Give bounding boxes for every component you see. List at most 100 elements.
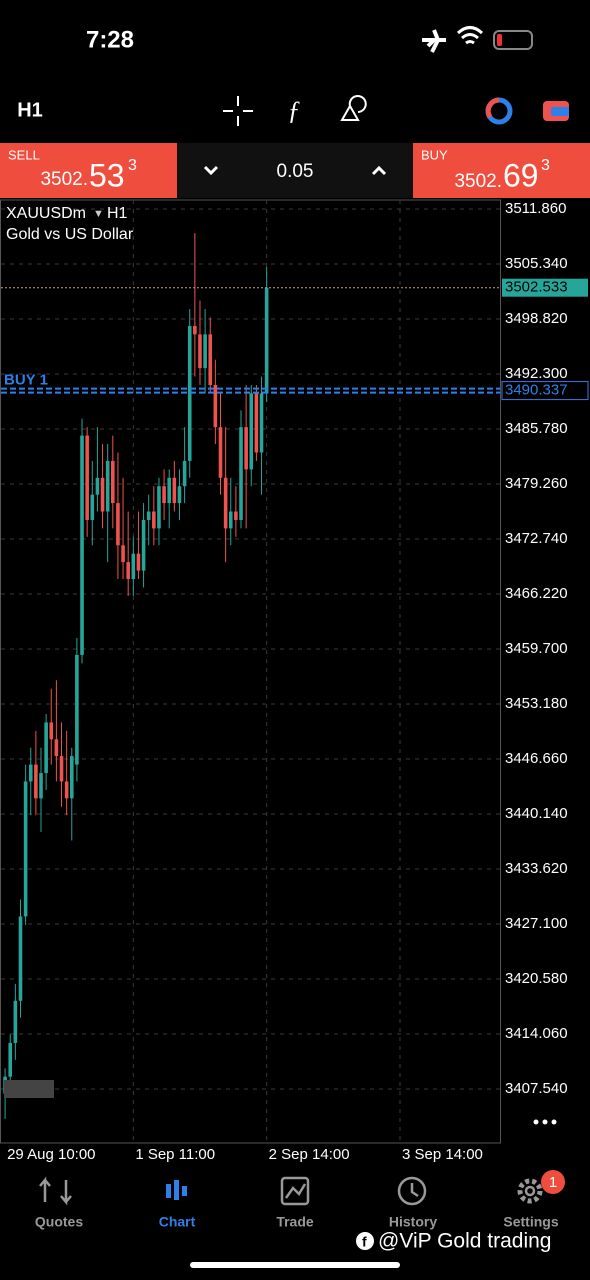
bottom-nav: Quotes Chart Trade History Settings (35, 1214, 559, 1230)
y-tick-label: 3420.580 (505, 970, 568, 987)
candle-body (34, 764, 38, 799)
x-tick-label: 3 Sep 14:00 (402, 1146, 483, 1163)
y-tick-label: 3498.820 (505, 310, 568, 327)
more-dot[interactable] (533, 1119, 539, 1125)
volume[interactable]: 0.05 (277, 161, 314, 182)
candle-body (85, 435, 89, 520)
trade-nav-icon[interactable] (280, 1176, 310, 1206)
candle-body (249, 393, 254, 470)
chart-frame (0, 199, 501, 1144)
sell-label: SELL (8, 147, 40, 162)
nav-label[interactable]: Settings (503, 1214, 558, 1230)
quotes-icon[interactable] (39, 1176, 72, 1206)
timeframe-button[interactable]: H1 (17, 99, 43, 121)
symbol-dropdown[interactable]: ▼ (93, 208, 104, 220)
candle-body (131, 553, 136, 580)
settings-icon[interactable] (517, 1178, 543, 1204)
candle-body (23, 781, 28, 917)
candle-body (259, 393, 264, 453)
scroll-marker (4, 1080, 54, 1098)
candle-body (136, 553, 141, 571)
status-time: 7:28 (86, 26, 134, 53)
y-tick-label: 3433.620 (505, 860, 568, 877)
x-tick-label: 2 Sep 14:00 (269, 1146, 350, 1163)
candle-body (187, 325, 192, 461)
candle-body (203, 334, 207, 369)
buy-price-sup: 3 (541, 157, 550, 174)
settings-badge-count: 1 (549, 1174, 557, 1191)
trade-icon-part (551, 107, 569, 116)
candle-body (13, 1000, 18, 1043)
candle-body (126, 562, 130, 580)
candle-body (105, 460, 110, 512)
indicators-icon[interactable]: ƒ (288, 96, 301, 125)
candle-body (100, 477, 105, 512)
chart-icon-bar (166, 1184, 171, 1198)
candle-body (116, 503, 120, 546)
candle-body (172, 477, 177, 504)
order-price-label: 3490.337 (505, 382, 568, 399)
candle-body (111, 460, 115, 504)
facebook-icon-f: f (362, 1234, 367, 1250)
candle-body (64, 781, 69, 799)
battery-icon (493, 30, 533, 50)
y-tick-label: 3492.300 (505, 365, 568, 382)
objects-icon[interactable] (340, 95, 367, 121)
candle-body (177, 486, 182, 504)
nav-label[interactable]: Quotes (35, 1214, 83, 1230)
x-tick-label: 29 Aug 10:00 (7, 1146, 95, 1163)
candle-body (95, 477, 100, 495)
y-tick-label: 3440.140 (505, 805, 568, 822)
current-price-label: 3502.533 (505, 279, 568, 296)
volume-up[interactable] (371, 165, 387, 176)
more-dot[interactable] (542, 1119, 548, 1125)
y-tick-label: 3446.660 (505, 750, 568, 767)
history-icon-hands (410, 1183, 419, 1198)
current-price-box (502, 278, 588, 297)
candle-body (80, 435, 84, 655)
nav-label[interactable]: Trade (276, 1214, 314, 1230)
buy-button[interactable] (413, 143, 590, 198)
account-icon-part (485, 97, 500, 119)
y-tick-label: 3472.740 (505, 530, 568, 547)
candle-body (193, 325, 197, 335)
buy-price-main: 3502. (454, 171, 502, 192)
chart-icon-bar (182, 1186, 187, 1196)
y-tick-label: 3453.180 (505, 695, 568, 712)
battery-level (497, 34, 502, 46)
candle-body (69, 756, 74, 799)
candle-body (223, 477, 228, 529)
candle-body (182, 460, 187, 487)
chart-icon[interactable] (166, 1180, 187, 1200)
candle-body (152, 511, 156, 529)
volume-down[interactable] (203, 165, 219, 176)
sell-price-big: 53 (89, 157, 125, 193)
candle-body (218, 427, 223, 478)
more-dot[interactable] (551, 1119, 557, 1125)
y-tick-label: 3427.100 (505, 915, 568, 932)
candle-body (54, 739, 59, 757)
y-tick-label: 3407.540 (505, 1080, 568, 1097)
candle-body (75, 654, 79, 765)
candle-body (198, 334, 202, 369)
candle-body (157, 486, 161, 529)
y-tick-label: 3479.260 (505, 475, 568, 492)
candle-body (28, 764, 33, 782)
history-icon[interactable] (397, 1176, 427, 1206)
sell-button[interactable] (0, 143, 177, 198)
candle-body (162, 486, 166, 504)
y-tick-label: 3459.700 (505, 640, 568, 657)
y-tick-label: 3505.340 (505, 255, 568, 272)
chart: 3511.860 3505.340 3498.820 3492.300 3485.780… (1, 200, 589, 1163)
nav-label[interactable]: Chart (159, 1214, 196, 1230)
candle-body (254, 393, 259, 453)
candle-body (18, 916, 23, 1001)
nav-label[interactable]: History (389, 1214, 437, 1230)
candle-body (244, 427, 248, 470)
settings-badge (541, 1170, 565, 1194)
crosshair-icon[interactable] (223, 96, 253, 126)
candle-body (8, 1042, 13, 1077)
candle-body (90, 494, 95, 520)
